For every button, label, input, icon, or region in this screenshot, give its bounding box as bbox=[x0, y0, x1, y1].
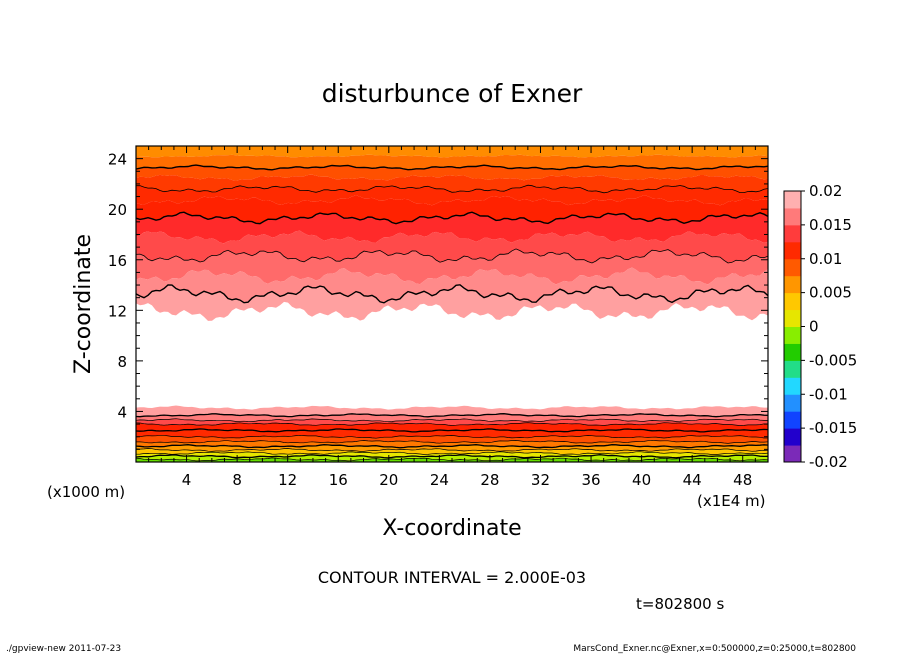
colorbar-tick-label: -0.01 bbox=[809, 385, 848, 403]
contour-band bbox=[136, 448, 768, 455]
colorbar-tick-label: 0.015 bbox=[809, 216, 852, 234]
x-tick-label: 40 bbox=[632, 471, 651, 489]
contour-line bbox=[135, 428, 769, 433]
contour-band bbox=[136, 146, 768, 158]
y-tick-label: 24 bbox=[108, 151, 127, 169]
x-axis-unit: (x1E4 m) bbox=[697, 492, 766, 510]
x-tick-label: 20 bbox=[379, 471, 398, 489]
contour-line bbox=[135, 248, 769, 264]
contour-line bbox=[135, 444, 769, 449]
contour-line bbox=[135, 284, 769, 304]
colorbar-tick-label: 0.005 bbox=[809, 284, 852, 302]
contour-line bbox=[135, 418, 768, 423]
x-tick-label: 32 bbox=[531, 471, 550, 489]
colorbar-swatch bbox=[784, 343, 801, 361]
footer-left: ./gpview-new 2011-07-23 bbox=[6, 644, 121, 654]
colorbar-swatch bbox=[784, 191, 801, 209]
colorbar-swatch bbox=[784, 428, 801, 446]
contour-line bbox=[135, 164, 769, 171]
colorbar-swatch bbox=[784, 360, 801, 378]
colorbar-swatch bbox=[784, 275, 801, 294]
contour-band bbox=[136, 230, 768, 263]
contour-band bbox=[136, 457, 768, 462]
contour-line bbox=[135, 184, 769, 194]
y-tick-label: 12 bbox=[108, 302, 127, 320]
colorbar-swatch bbox=[784, 207, 801, 226]
x-axis-label: X-coordinate bbox=[382, 516, 521, 541]
colorbar-swatch bbox=[784, 241, 801, 260]
chart-title: disturbunce of Exner bbox=[322, 79, 583, 108]
contour-band bbox=[136, 444, 768, 452]
contour-line bbox=[135, 422, 769, 426]
contour-band bbox=[136, 212, 768, 244]
footer-right: MarsCond_Exner.nc@Exner,x=0:500000,z=0:2… bbox=[573, 644, 856, 654]
y-tick-label: 8 bbox=[117, 353, 127, 371]
x-tick-label: 16 bbox=[329, 471, 348, 489]
contour-line bbox=[135, 211, 769, 225]
x-tick-label: 24 bbox=[430, 471, 449, 489]
colorbar-tick-label: 0 bbox=[809, 318, 819, 336]
x-axis: 4 8 12 16 20 24 28 32 36 40 44 48 bbox=[148, 146, 756, 489]
contour-line bbox=[135, 413, 769, 418]
x-tick-label: 8 bbox=[232, 471, 242, 489]
contour-line bbox=[136, 439, 769, 444]
x-tick-label: 12 bbox=[278, 471, 297, 489]
y-axis-unit: (x1000 m) bbox=[47, 483, 125, 501]
contour-line bbox=[135, 451, 769, 455]
y-tick-label: 4 bbox=[117, 403, 127, 421]
y-axis: 4 8 12 16 20 24 bbox=[108, 151, 768, 450]
x-tick-label: 44 bbox=[683, 471, 702, 489]
y-tick-label: 16 bbox=[108, 252, 127, 270]
contour-band bbox=[136, 174, 768, 193]
contour-lines bbox=[135, 164, 769, 462]
colorbar-tick-label: -0.005 bbox=[809, 351, 857, 369]
contour-band bbox=[136, 248, 768, 285]
x-tick-label: 28 bbox=[480, 471, 499, 489]
x-tick-label: 4 bbox=[182, 471, 192, 489]
x-tick-label: 36 bbox=[581, 471, 600, 489]
contour-band bbox=[136, 405, 768, 417]
contour-line bbox=[135, 454, 769, 459]
colorbar-swatch bbox=[784, 394, 801, 412]
colorbar-tick-label: -0.015 bbox=[809, 419, 857, 437]
contour-band bbox=[136, 195, 768, 224]
colorbar-tick-label: 0.02 bbox=[809, 182, 842, 200]
contour-band bbox=[136, 165, 768, 181]
colorbar-swatch bbox=[784, 258, 801, 277]
contour-interval-text: CONTOUR INTERVAL = 2.000E-03 bbox=[318, 568, 586, 587]
colorbar-tick-label: 0.01 bbox=[809, 250, 842, 268]
time-label: t=802800 s bbox=[636, 595, 724, 613]
contour-band bbox=[136, 154, 768, 170]
colorbar-swatch bbox=[784, 326, 801, 344]
contour-line bbox=[135, 434, 768, 439]
colorbar-swatch bbox=[784, 292, 801, 311]
y-axis-label: Z-coordinate bbox=[71, 234, 96, 374]
contour-band bbox=[136, 185, 768, 206]
colorbar: 0.02 0.015 0.01 0.005 0 -0.005 -0.01 -0.015 -0.0… bbox=[783, 182, 857, 471]
colorbar-swatch bbox=[784, 377, 801, 395]
contour-line bbox=[135, 448, 769, 452]
y-tick-label: 20 bbox=[108, 201, 127, 219]
contour-band bbox=[136, 284, 768, 321]
contour-band bbox=[136, 267, 768, 303]
colorbar-tick-label: -0.02 bbox=[809, 453, 848, 471]
colorbar-swatch bbox=[784, 411, 801, 429]
colorbar-swatch bbox=[784, 445, 801, 463]
x-tick-label: 48 bbox=[733, 471, 752, 489]
colorbar-swatch bbox=[784, 224, 801, 243]
colorbar-swatch bbox=[784, 309, 801, 327]
